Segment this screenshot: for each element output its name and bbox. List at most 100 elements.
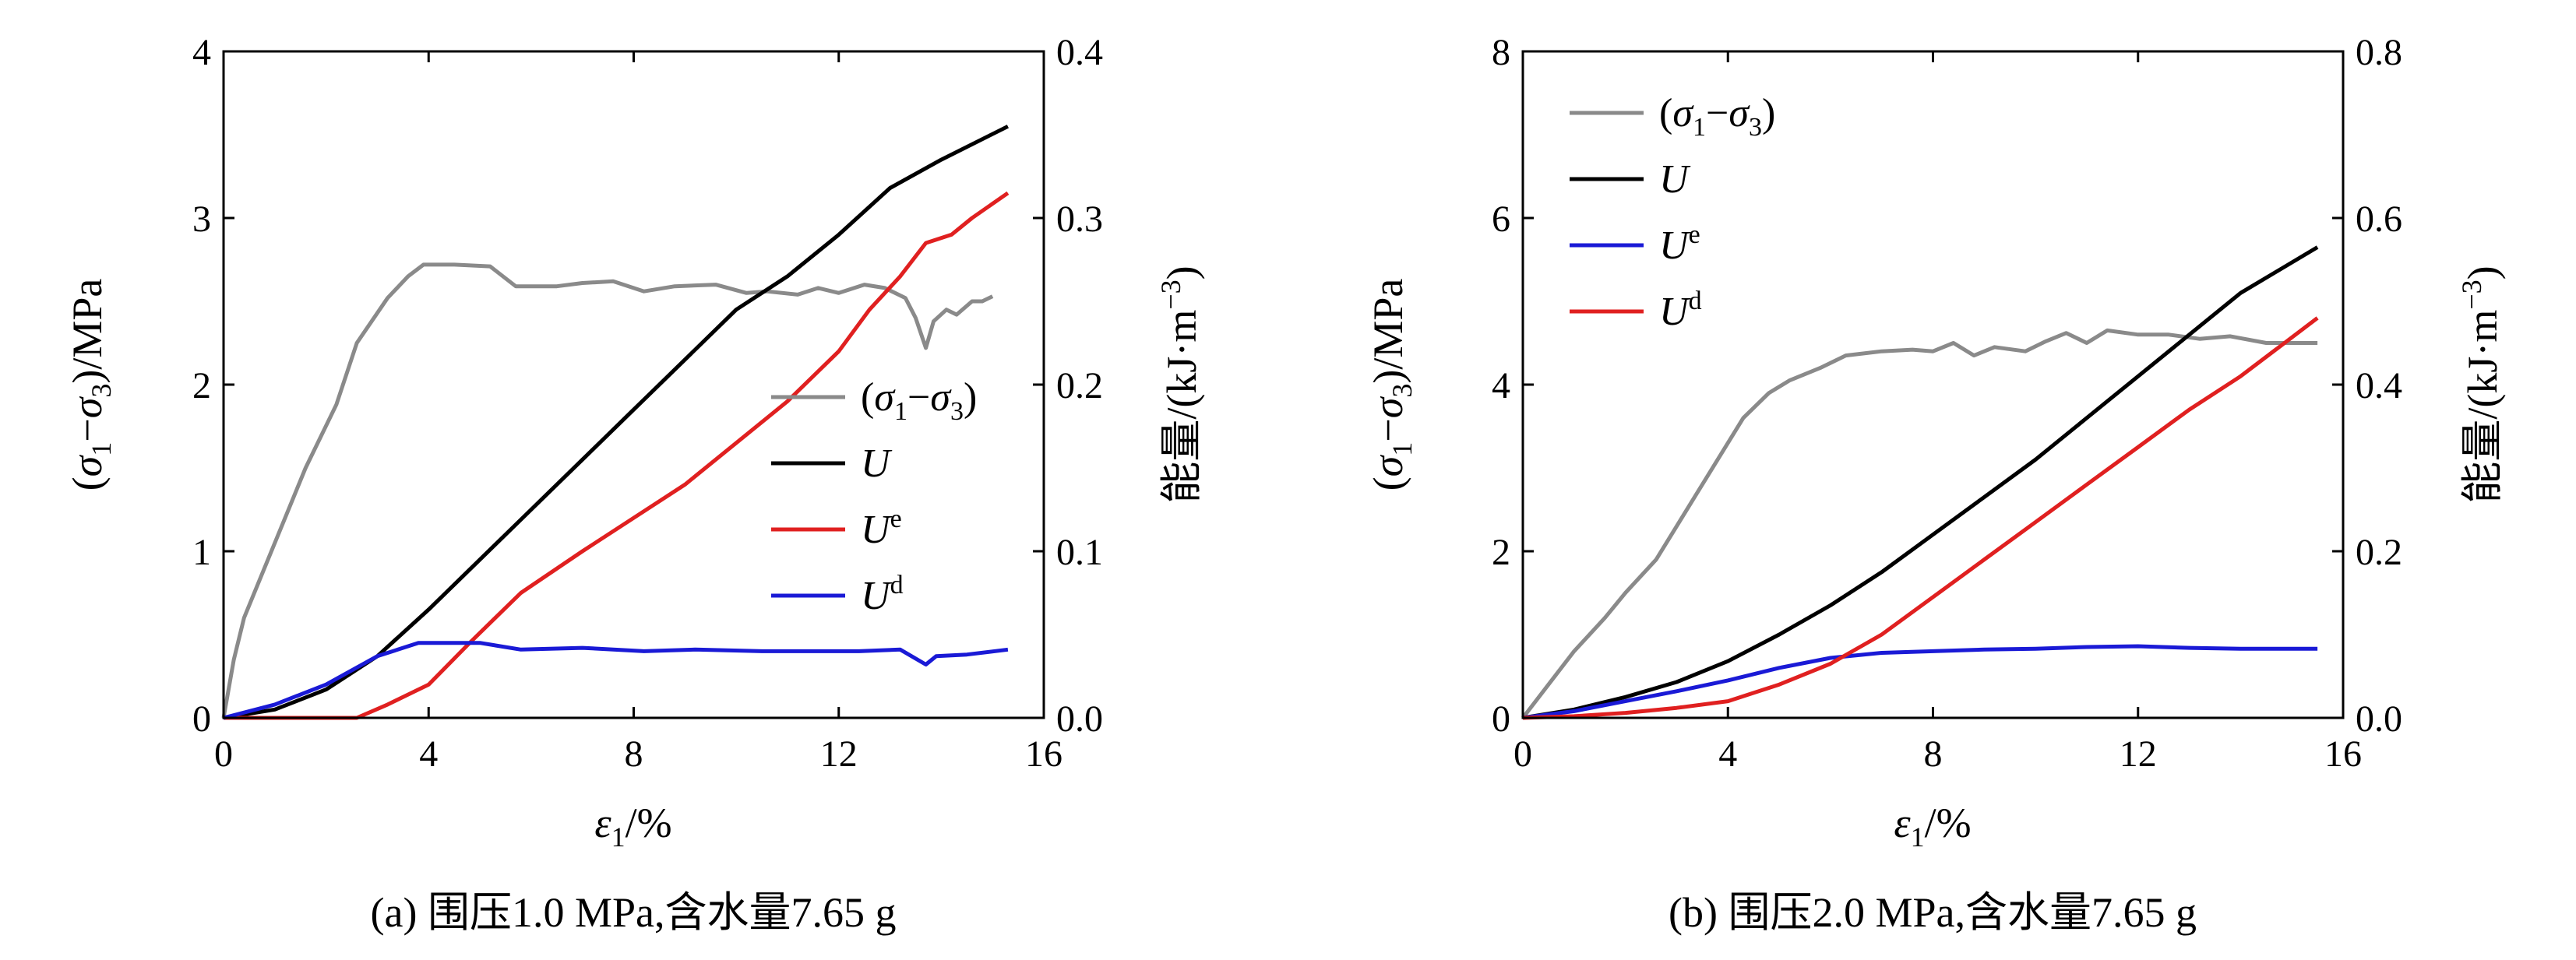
x-tick-label: 8: [625, 733, 643, 775]
x-tick-label: 12: [2120, 733, 2157, 775]
legend-sup: d: [1689, 287, 1702, 315]
x-title-sub: 1: [1911, 821, 1925, 853]
legend-close: ): [1762, 91, 1775, 135]
x-tick-label: 16: [1025, 733, 1062, 775]
legend-entry-1: U: [861, 441, 893, 486]
x-title-sub: 1: [611, 821, 625, 853]
legend-close: ): [964, 375, 977, 420]
y-left-axis-title: (σ1−σ3)/MPa: [1365, 279, 1418, 491]
left-title-minus: −: [64, 418, 111, 441]
legend-entry-2: Ue: [1659, 220, 1700, 268]
legend-sup: e: [890, 505, 902, 533]
y-right-axis-title: 能量/(kJ·m−3): [1155, 265, 1205, 503]
y-right-tick-label: 0.3: [1056, 199, 1103, 240]
legend-paren: (: [1659, 91, 1672, 135]
x-tick-label: 0: [214, 733, 233, 775]
series-line-0: [1521, 328, 2318, 719]
y-right-tick-label: 0.1: [1056, 532, 1103, 573]
x-title-tail: /%: [1925, 800, 1972, 846]
chart-caption: (a) 围压1.0 MPa,含水量7.65 g: [371, 889, 897, 936]
y-left-tick-label: 4: [192, 32, 211, 73]
legend-main: U: [861, 441, 893, 486]
left-title-tail: )/MPa: [1365, 279, 1411, 384]
legend-main: U: [1659, 223, 1691, 268]
y-left-tick-label: 0: [192, 698, 211, 740]
right-title-tail: ): [1158, 265, 1205, 280]
legend-sub3: 3: [1749, 113, 1762, 142]
series-line-2: [224, 191, 1010, 720]
legend-entry-0: (σ1−σ3): [1659, 91, 1775, 142]
legend-entry-1: U: [1659, 157, 1691, 202]
legend-minus: −: [1706, 91, 1728, 135]
y-right-tick-label: 0.2: [1056, 365, 1103, 406]
left-title-sigma1: σ: [64, 454, 111, 476]
y-right-tick-label: 0.4: [1056, 32, 1103, 73]
left-title-paren: (: [64, 476, 111, 491]
y-right-tick-label: 0.6: [2356, 199, 2402, 240]
legend-entry-3: Ud: [1659, 287, 1702, 334]
y-right-tick-label: 0.4: [2356, 365, 2402, 406]
left-title-tail: )/MPa: [64, 279, 111, 384]
y-left-tick-label: 8: [1492, 32, 1510, 73]
x-tick-label: 0: [1514, 733, 1532, 775]
legend-entry-2: Ue: [861, 505, 902, 552]
legend-sub1: 1: [1693, 113, 1706, 142]
left-title-sigma3: σ: [1365, 396, 1411, 418]
legend-sup: e: [1689, 220, 1700, 249]
plot-frame: [1521, 50, 2345, 719]
x-title-tail: /%: [625, 800, 672, 846]
x-axis-title: ε1/%: [594, 800, 671, 853]
chart-b: 0 4 8 12 16024680.00.20.40.60.8ε1/%(σ1−σ3)/M…: [1365, 32, 2506, 936]
legend-main: U: [1659, 157, 1691, 202]
y-left-tick-label: 2: [192, 365, 211, 406]
y-left-tick-label: 0: [1492, 698, 1510, 740]
y-right-axis-title: 能量/(kJ·m−3): [2456, 265, 2506, 503]
legend-sup: d: [890, 571, 904, 600]
right-title-tail: ): [2459, 265, 2506, 280]
y-left-tick-label: 1: [192, 532, 211, 573]
legend-paren: (: [861, 375, 874, 420]
y-right-tick-label: 0.2: [2356, 532, 2402, 573]
y-left-tick-label: 4: [1492, 365, 1510, 406]
legend-sigma3: σ: [1728, 91, 1750, 135]
left-title-minus: −: [1365, 418, 1411, 441]
y-left-axis-title: (σ1−σ3)/MPa: [64, 279, 117, 491]
legend-sigma3: σ: [930, 375, 952, 420]
left-title-sigma1: σ: [1365, 454, 1411, 476]
series-line-1: [223, 125, 1010, 720]
x-tick-label: 16: [2324, 733, 2362, 775]
left-title-sub1: 1: [86, 442, 117, 456]
y-left-tick-label: 2: [1492, 532, 1510, 573]
series-line-3: [1522, 316, 2319, 720]
chart-caption: (b) 围压2.0 MPa,含水量7.65 g: [1669, 889, 2197, 936]
right-title-main: 能量/(kJ·m: [2459, 310, 2506, 504]
x-tick-label: 4: [419, 733, 438, 775]
legend-sub1: 1: [894, 397, 907, 426]
y-right-tick-label: 0.0: [1056, 698, 1103, 740]
legend-main: U: [1659, 290, 1691, 334]
x-tick-label: 8: [1924, 733, 1943, 775]
series-line-2: [1522, 644, 2318, 720]
left-title-sub3: 3: [1387, 384, 1418, 398]
legend-sigma1: σ: [1672, 91, 1694, 135]
x-tick-label: 12: [820, 733, 858, 775]
legend-main: U: [861, 508, 893, 552]
y-left-tick-label: 3: [192, 199, 211, 240]
left-title-sub1: 1: [1387, 442, 1418, 456]
legend-minus: −: [907, 375, 930, 420]
x-axis-title: ε1/%: [1894, 800, 1971, 853]
y-right-tick-label: 0.0: [2356, 698, 2402, 740]
x-title-main: ε: [594, 800, 611, 846]
left-title-sigma3: σ: [64, 396, 111, 418]
series-line-3: [223, 641, 1009, 720]
right-title-main: 能量/(kJ·m: [1158, 310, 1205, 504]
chart-a: 0 4 8 12 16012340.00.10.20.30.4ε1/%(σ1−σ3)/M…: [64, 32, 1205, 936]
left-title-sub3: 3: [86, 384, 117, 398]
legend-main: U: [861, 574, 893, 618]
right-title-sup: −3: [1155, 280, 1186, 309]
right-title-sup: −3: [2456, 280, 2487, 309]
x-tick-label: 4: [1718, 733, 1737, 775]
legend-entry-3: Ud: [861, 571, 904, 618]
